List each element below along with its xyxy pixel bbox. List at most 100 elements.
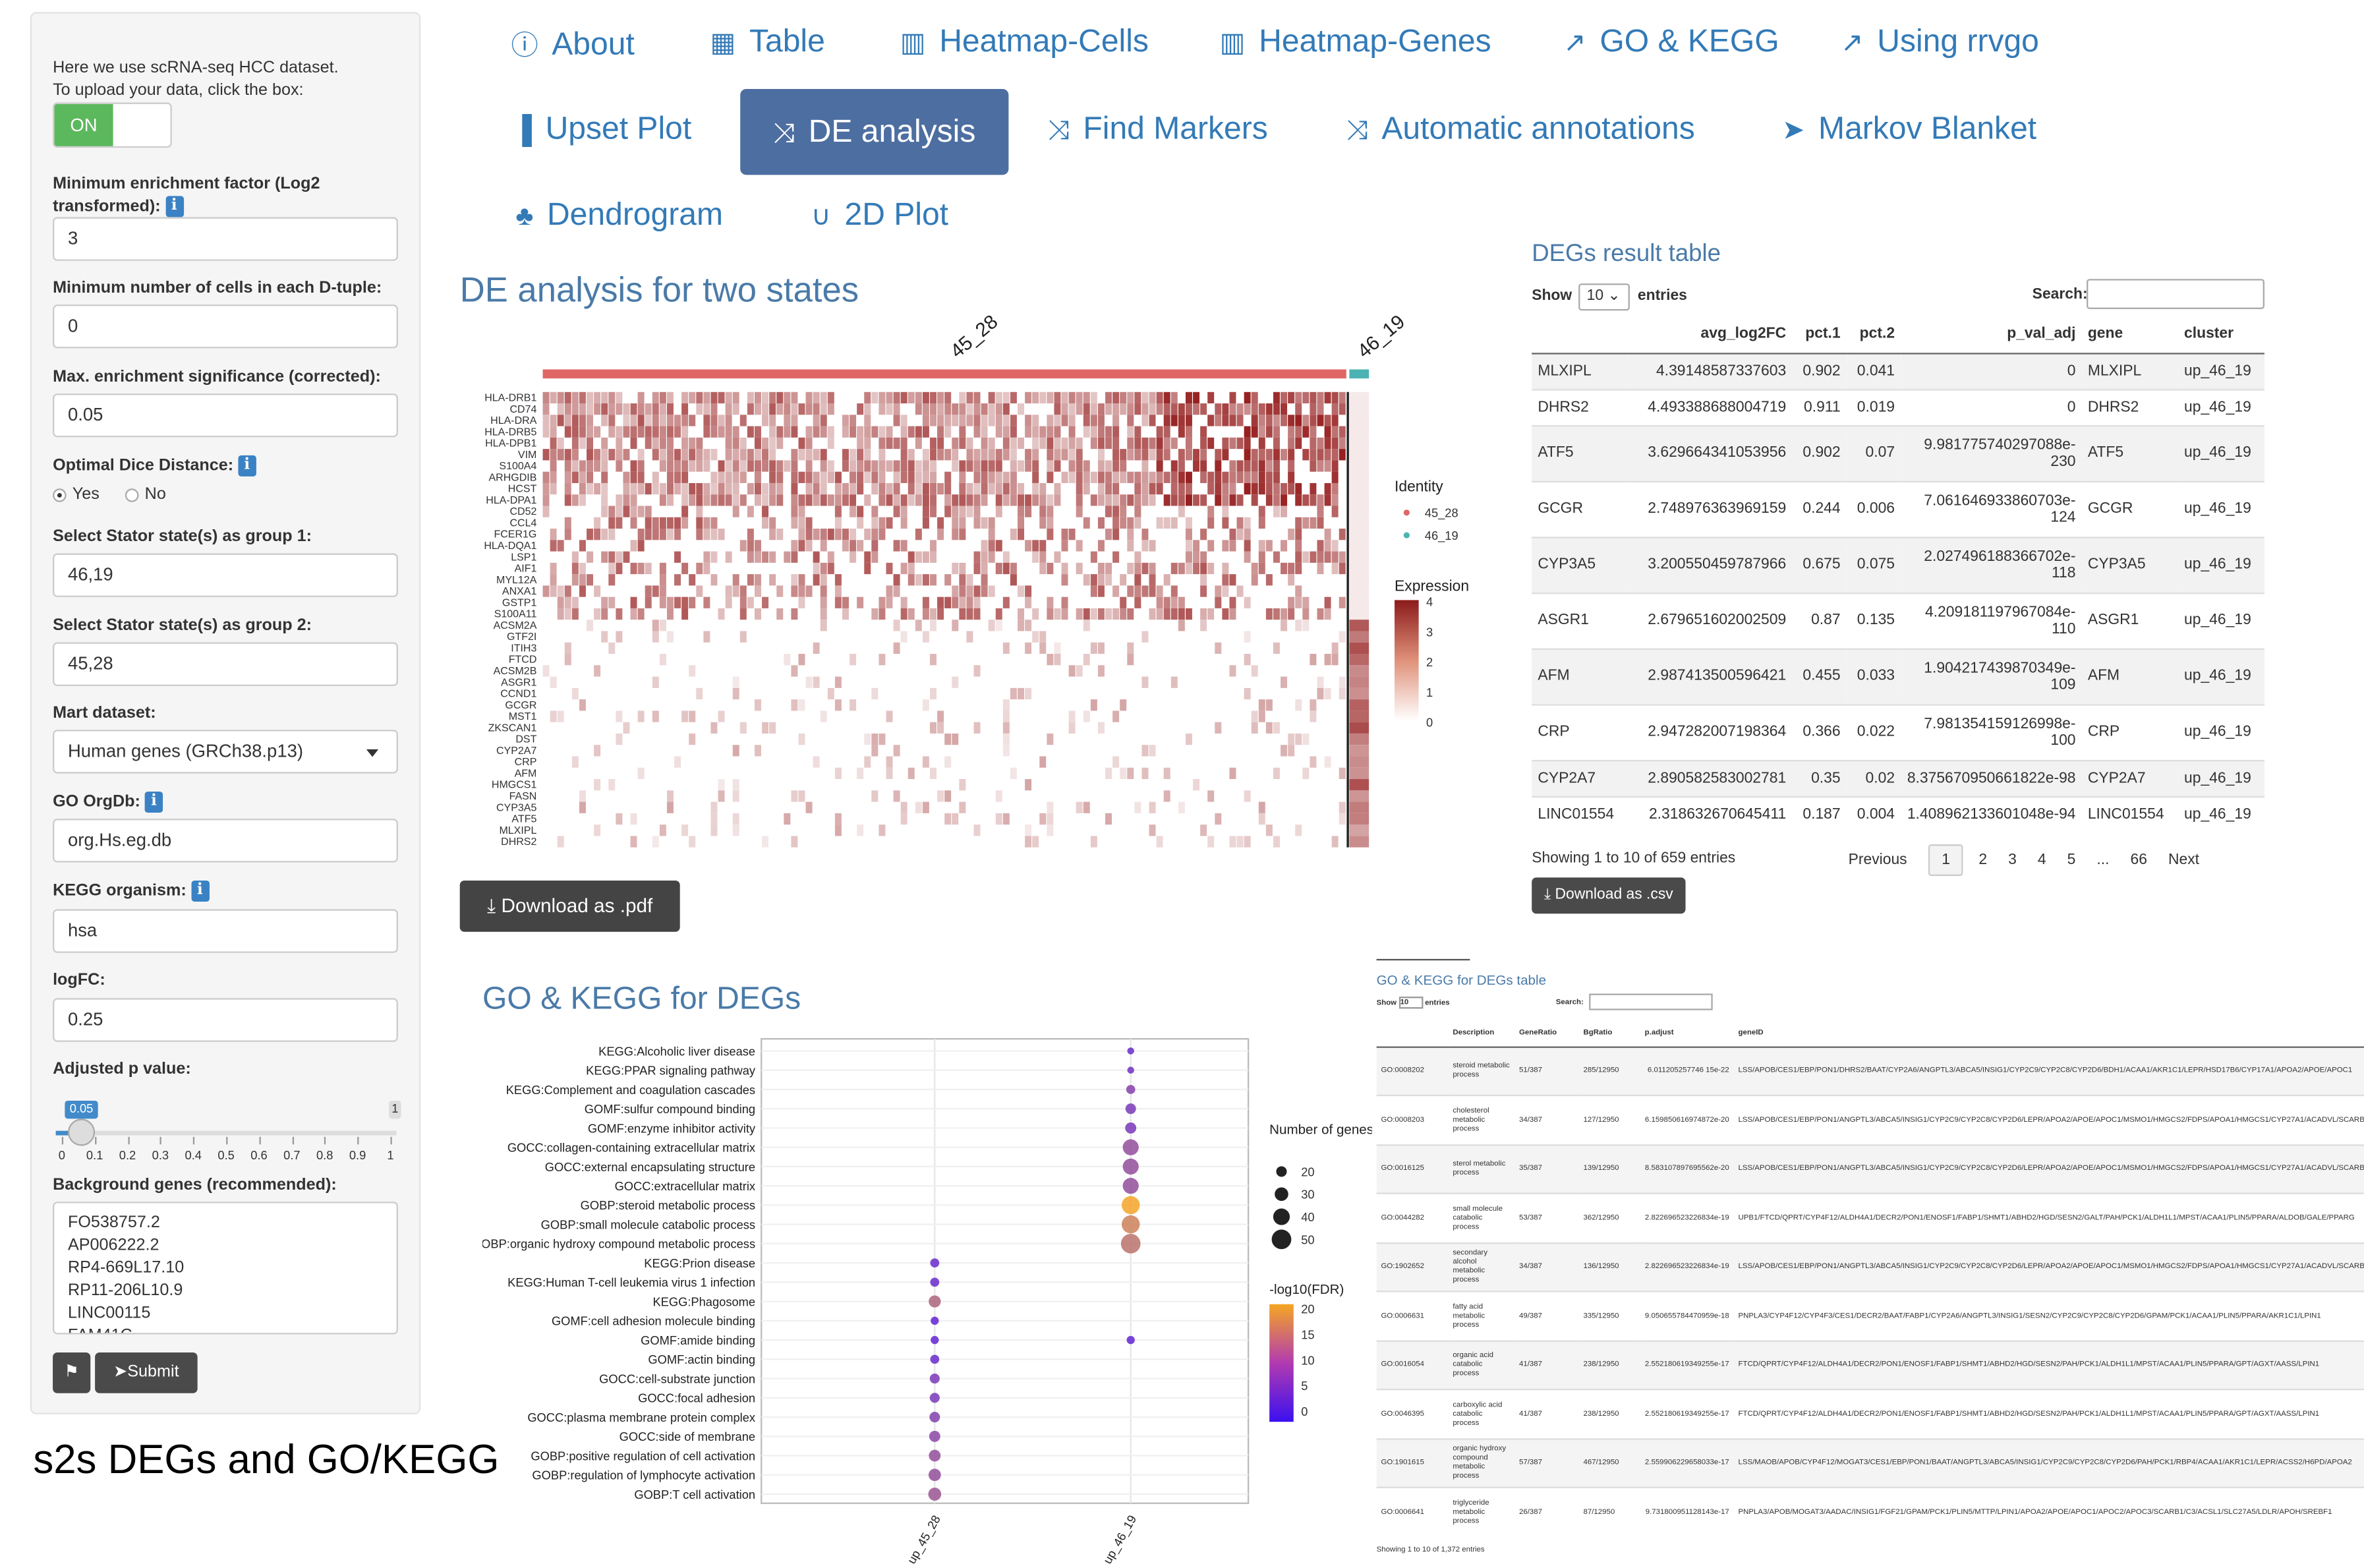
gotable-col-header[interactable]	[1376, 1019, 1449, 1047]
group2-input[interactable]: 45,28	[53, 642, 398, 686]
dice-yes-radio[interactable]: Yes	[53, 486, 100, 504]
tab-dendrogram[interactable]: ♣ Dendrogram	[515, 197, 724, 233]
heatmap-cell	[1112, 585, 1120, 597]
heatmap-cell	[1112, 756, 1120, 768]
heatmap-cell	[1039, 562, 1047, 575]
tab-de-analysis[interactable]: ⤨ DE analysis	[740, 88, 1009, 175]
heatmap-cell	[886, 426, 893, 438]
min-cells-input[interactable]: 0	[53, 305, 398, 349]
tab-table[interactable]: ▦ Table	[710, 24, 825, 59]
size-legend-label: 40	[1301, 1210, 1314, 1224]
degs-length-select[interactable]: 10 ⌄	[1579, 283, 1630, 311]
gotable-search-input[interactable]	[1589, 993, 1713, 1010]
heatmap-cell	[879, 449, 886, 461]
degs-page-ellipsisellipsisellipsis[interactable]: ...	[2096, 852, 2110, 869]
dot-point	[931, 1316, 939, 1325]
degs-page-2[interactable]: 2	[1978, 852, 1988, 869]
gotable-length-select[interactable]: 10	[1398, 997, 1423, 1009]
degs-page-next[interactable]: Next	[2168, 852, 2200, 869]
submit-button[interactable]: ➤Submit	[95, 1352, 198, 1393]
heatmap-cell	[1185, 392, 1192, 404]
info-icon[interactable]: i	[165, 196, 183, 218]
heatmap-cell	[1097, 517, 1105, 529]
degs-page-66[interactable]: 66	[2130, 852, 2147, 869]
heatmap-cell	[725, 460, 732, 472]
degs-col-header[interactable]: cluster	[2177, 316, 2264, 354]
heatmap-cell	[674, 449, 681, 461]
tab-automatic-annotations[interactable]: ⤨ Automatic annotations	[1346, 111, 1695, 146]
heatmap-cell	[930, 471, 937, 483]
degs-page-4[interactable]: 4	[2037, 852, 2046, 869]
heatmap-cell	[908, 574, 915, 586]
logfc-input[interactable]: 0.25	[53, 998, 398, 1042]
heatmap-cell	[798, 437, 805, 450]
degs-col-header[interactable]: pct.1	[1792, 316, 1847, 354]
degs-col-header[interactable]: avg_log2FC	[1628, 316, 1793, 354]
heatmap-cell	[966, 596, 973, 608]
tab-about[interactable]: ⓘ About	[511, 24, 634, 63]
heatmap-cell	[1324, 551, 1331, 563]
heatmap-cell	[1215, 813, 1222, 825]
min-enrich-input[interactable]: 3	[53, 217, 398, 261]
degs-page-1[interactable]: 1	[1928, 844, 1964, 877]
degs-page-previous[interactable]: Previous	[1848, 852, 1907, 869]
gotable-col-header[interactable]: geneID	[1733, 1019, 2364, 1047]
slider-tick-label: 0.2	[119, 1149, 136, 1163]
upload-toggle[interactable]: ON	[53, 102, 172, 148]
gotable-col-header[interactable]: GeneRatio	[1514, 1019, 1579, 1047]
bg-gene: FO538757.2	[67, 1213, 160, 1232]
heatmap-cell	[1002, 392, 1010, 404]
orgdb-input[interactable]: org.Hs.eg.db	[53, 819, 398, 863]
tab-heatmap-genes[interactable]: ▥ Heatmap-Genes	[1219, 24, 1491, 59]
gotable-col-header[interactable]: Description	[1448, 1019, 1515, 1047]
heatmap-cell	[1047, 654, 1054, 666]
padj-slider-track[interactable]	[55, 1130, 397, 1136]
heatmap-cell	[732, 825, 739, 836]
download-csv-button[interactable]: ⤓ Download as .csv	[1532, 877, 1686, 914]
max-sig-input[interactable]: 0.05	[53, 393, 398, 438]
degs-col-header[interactable]: gene	[2081, 316, 2178, 354]
tag-button[interactable]: ⚑	[53, 1352, 91, 1393]
heatmap-cell	[571, 494, 579, 506]
heatmap-cell	[659, 596, 666, 608]
gotable-col-header[interactable]: BgRatio	[1578, 1019, 1640, 1047]
group1-input[interactable]: 46,19	[53, 553, 398, 597]
degs-col-header[interactable]	[1532, 316, 1629, 354]
tab-find-markers[interactable]: ⤨ Find Markers	[1047, 111, 1268, 146]
heatmap-cell	[1032, 437, 1039, 450]
bg-genes-textarea[interactable]: FO538757.2 AP006222.2 RP4-669L17.10 RP11-20…	[53, 1202, 398, 1335]
size-legend-dot	[1276, 1166, 1287, 1177]
heatmap-cell	[1025, 449, 1032, 461]
dice-no-radio[interactable]: No	[125, 486, 166, 504]
heatmap-cell	[703, 551, 710, 563]
degs-search-input[interactable]	[2087, 279, 2264, 309]
heatmap-cell	[820, 449, 827, 461]
heatmap-cell	[739, 540, 747, 552]
tab-heatmap-cells[interactable]: ▥ Heatmap-Cells	[900, 24, 1149, 59]
heatmap-cell	[1251, 449, 1258, 461]
info-icon[interactable]: i	[144, 791, 163, 813]
heatmap-cell	[995, 415, 1002, 426]
mart-select[interactable]: Human genes (GRCh38.p13)	[53, 730, 398, 774]
heatmap-cell	[879, 482, 886, 495]
info-icon[interactable]: i	[190, 880, 210, 902]
info-icon[interactable]: i	[238, 455, 256, 477]
heatmap-cell	[922, 392, 929, 404]
heatmap-cell	[886, 460, 893, 472]
tab-go-kegg[interactable]: ↗ GO & KEGG	[1563, 24, 1779, 59]
kegg-input[interactable]: hsa	[53, 909, 398, 953]
gotable-col-header[interactable]: p.adjust	[1640, 1019, 1734, 1047]
heatmap-cell	[1047, 494, 1054, 506]
tab-upset-plot[interactable]: ▐ Upset Plot	[512, 111, 692, 146]
tab-markov-blanket[interactable]: ➤ Markov Blanket	[1781, 111, 2037, 146]
degs-col-header[interactable]: p_val_adj	[1901, 316, 2082, 354]
tab-2d-plot[interactable]: ∪ 2D Plot	[811, 197, 949, 233]
download-pdf-button[interactable]: ⤓ Download as .pdf	[459, 880, 680, 932]
degs-col-header[interactable]: pct.2	[1846, 316, 1901, 354]
tab-using-rrvgo[interactable]: ↗ Using rrvgo	[1841, 24, 2039, 59]
gene-label: HLA-DRB5	[484, 426, 536, 438]
gokegg-title: GO & KEGG for DEGs	[482, 981, 801, 1016]
degs-page-3[interactable]: 3	[2008, 852, 2017, 869]
padj-slider-handle[interactable]	[67, 1118, 96, 1146]
degs-page-5[interactable]: 5	[2067, 852, 2076, 869]
